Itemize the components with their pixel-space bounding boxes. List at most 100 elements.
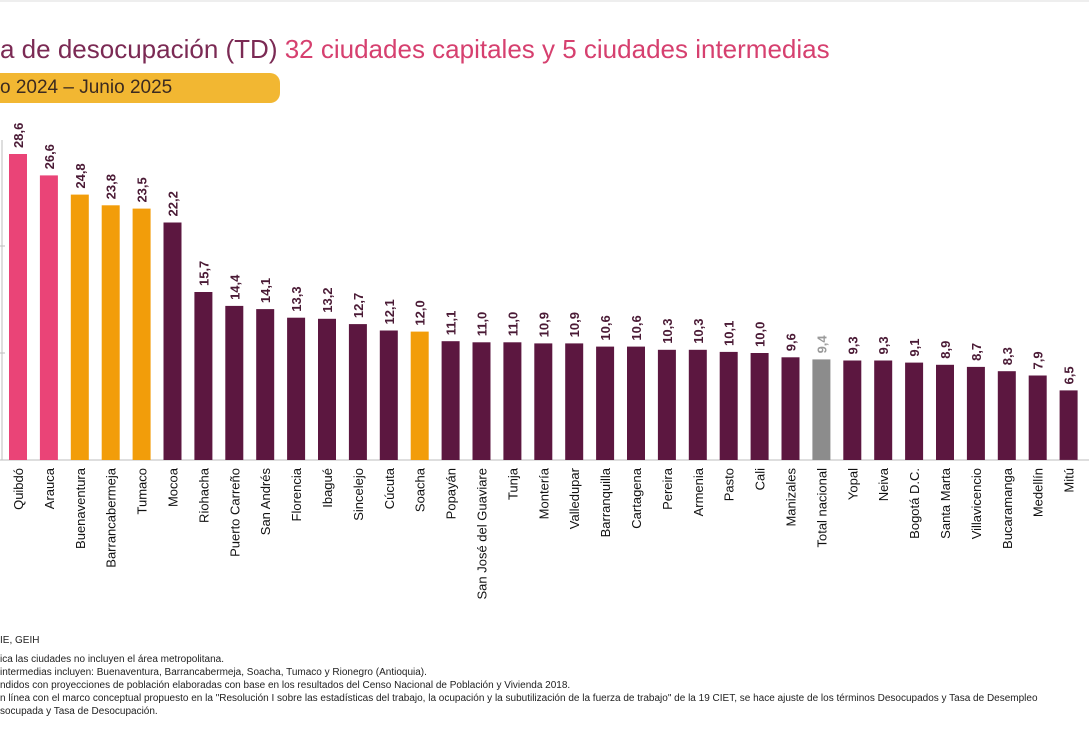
data-label: 14,4 <box>227 274 242 300</box>
category-label: Pasto <box>722 468 737 501</box>
data-label: 24,8 <box>73 163 88 188</box>
data-label: 12,0 <box>413 300 428 325</box>
data-label: 15,7 <box>196 261 211 286</box>
category-label: Soacha <box>413 467 428 512</box>
chart-title: a de desocupación (TD) 32 ciudades capit… <box>0 34 830 65</box>
category-label: Florencia <box>289 467 304 521</box>
category-label: Ibagué <box>320 468 335 508</box>
data-label: 9,6 <box>784 333 799 351</box>
bar <box>997 371 1016 460</box>
category-label: Sincelejo <box>351 468 366 521</box>
footnote-5: socupada y Tasa de Desocupación. <box>0 706 158 717</box>
data-label: 14,1 <box>258 278 273 303</box>
bar <box>843 360 862 460</box>
data-label: 10,9 <box>567 312 582 337</box>
bar-chart: 28,6 26,6 24,8 23,8 23,5 22,2 15,7 14,4 14,1 13,3… <box>0 123 1089 600</box>
bar <box>39 175 58 460</box>
category-label: Cartagena <box>629 467 644 528</box>
data-label: 10,6 <box>629 315 644 340</box>
category-label: Total nacional <box>814 468 829 548</box>
bar <box>379 330 398 460</box>
data-label: 8,9 <box>938 341 953 359</box>
data-label: 22,2 <box>166 191 181 216</box>
category-label: Mocoa <box>166 467 181 507</box>
bar <box>565 343 584 460</box>
period-badge: o 2024 – Junio 2025 <box>0 73 280 103</box>
footnotes: IE, GEIH ica las ciudades no incluyen el… <box>0 634 1089 718</box>
data-label: 10,0 <box>753 322 768 347</box>
category-label: Villavicencio <box>969 468 984 539</box>
bar <box>966 366 985 460</box>
data-label: 23,8 <box>104 174 119 199</box>
bar <box>905 362 924 460</box>
bar <box>657 349 676 460</box>
data-label: 28,6 <box>11 123 26 148</box>
bar <box>441 341 460 460</box>
data-label: 23,5 <box>135 177 150 202</box>
category-label: Barranquilla <box>598 467 613 537</box>
category-label: Cali <box>753 468 768 491</box>
data-label: 9,4 <box>814 335 829 354</box>
bar <box>503 342 522 460</box>
bar <box>781 357 800 460</box>
category-label: Puerto Carreño <box>227 468 242 557</box>
bar <box>101 205 120 460</box>
footnote-2: intermedias incluyen: Buenaventura, Barr… <box>0 667 427 678</box>
category-label: Quibdó <box>11 468 26 510</box>
data-label: 10,1 <box>722 321 737 346</box>
chart-title-part-1: a de desocupación (TD) <box>0 34 278 64</box>
data-label: 6,5 <box>1062 366 1077 384</box>
category-label: Armenia <box>691 467 706 516</box>
category-label: Valledupar <box>567 467 582 529</box>
bar <box>9 154 27 460</box>
category-label: Bucaramanga <box>1000 467 1015 549</box>
chart-title-part-2: 32 ciudades capitales y 5 ciudades inter… <box>284 34 830 64</box>
bar <box>348 324 367 460</box>
data-label: 26,6 <box>42 144 57 169</box>
bar <box>688 349 707 460</box>
bar <box>596 346 615 460</box>
category-label: Tunja <box>505 467 520 500</box>
category-label: Arauca <box>42 467 57 509</box>
bar <box>163 222 182 460</box>
bar <box>472 342 491 460</box>
category-label: Pereira <box>660 467 675 510</box>
category-label: Tumaco <box>135 468 150 514</box>
category-label: Montería <box>536 467 551 519</box>
category-label: Barrancabermeja <box>104 467 119 567</box>
footnote-3: ndidos con proyecciones de población ela… <box>0 680 571 691</box>
data-label: 10,9 <box>536 312 551 337</box>
category-label: Mitú <box>1062 468 1077 493</box>
top-rule <box>0 0 1089 2</box>
bar <box>627 346 645 460</box>
category-label: Medellín <box>1031 468 1046 517</box>
bar <box>132 208 151 460</box>
data-label: 11,0 <box>505 312 520 337</box>
data-label: 11,1 <box>444 311 459 336</box>
category-label: Santa Marta <box>938 467 953 539</box>
category-label: Neiva <box>876 467 891 501</box>
category-label: Manizales <box>784 468 799 527</box>
data-label: 10,3 <box>660 318 675 343</box>
bar <box>410 331 429 460</box>
data-label: 8,7 <box>969 343 984 361</box>
footnote-1: ica las ciudades no incluyen el área met… <box>0 654 225 665</box>
data-label: 9,3 <box>845 336 860 354</box>
bar <box>287 317 306 460</box>
bar <box>1028 375 1047 460</box>
bar <box>874 360 893 460</box>
data-label: 8,3 <box>1000 347 1015 365</box>
bar <box>318 318 336 460</box>
bar <box>225 305 244 460</box>
data-label: 9,1 <box>907 339 922 357</box>
data-label: 10,3 <box>691 318 706 343</box>
category-label: San José del Guaviare <box>475 468 490 600</box>
data-label: 9,3 <box>876 336 891 354</box>
data-label: 10,6 <box>598 315 613 340</box>
category-label: Buenaventura <box>73 467 88 549</box>
data-label: 13,2 <box>320 287 335 312</box>
category-label: Yopal <box>845 468 860 500</box>
data-label: 7,9 <box>1031 351 1046 369</box>
bar <box>1059 390 1078 460</box>
category-label: Popayán <box>444 468 459 519</box>
